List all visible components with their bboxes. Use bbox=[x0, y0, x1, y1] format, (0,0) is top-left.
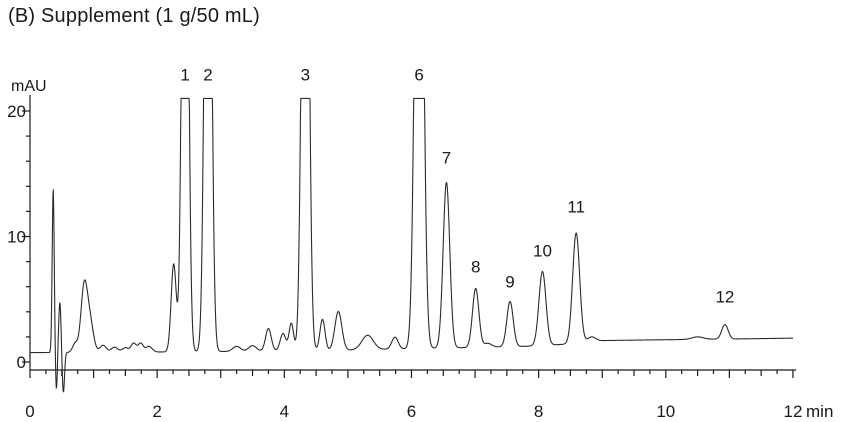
y-tick-label: 10 bbox=[7, 228, 26, 247]
y-tick-label: 0 bbox=[17, 353, 26, 372]
peak-label-8: 8 bbox=[471, 258, 480, 277]
peak-label-3: 3 bbox=[301, 66, 310, 85]
peak-label-9: 9 bbox=[505, 273, 514, 292]
peak-label-2: 2 bbox=[203, 66, 212, 85]
peak-label-1: 1 bbox=[180, 66, 189, 85]
x-tick-label: 8 bbox=[534, 402, 543, 421]
chromatogram-trace bbox=[29, 97, 794, 393]
peak-label-11: 11 bbox=[567, 197, 585, 216]
figure-title: (B) Supplement (1 g/50 mL) bbox=[8, 5, 260, 27]
x-tick-label: 6 bbox=[407, 402, 416, 421]
peak-label-10: 10 bbox=[533, 241, 552, 260]
x-tick-label: 2 bbox=[152, 402, 161, 421]
x-tick-label: 0 bbox=[25, 402, 34, 421]
peak-label-6: 6 bbox=[414, 66, 423, 85]
y-axis-unit-label: mAU bbox=[11, 78, 47, 95]
x-axis-unit-label: min bbox=[806, 402, 833, 421]
peak-label-7: 7 bbox=[442, 148, 451, 167]
x-tick-label: 12 bbox=[783, 402, 802, 421]
y-tick-label: 20 bbox=[7, 102, 26, 121]
x-tick-label: 10 bbox=[656, 402, 675, 421]
peak-label-12: 12 bbox=[715, 288, 734, 307]
x-tick-label: 4 bbox=[280, 402, 289, 421]
